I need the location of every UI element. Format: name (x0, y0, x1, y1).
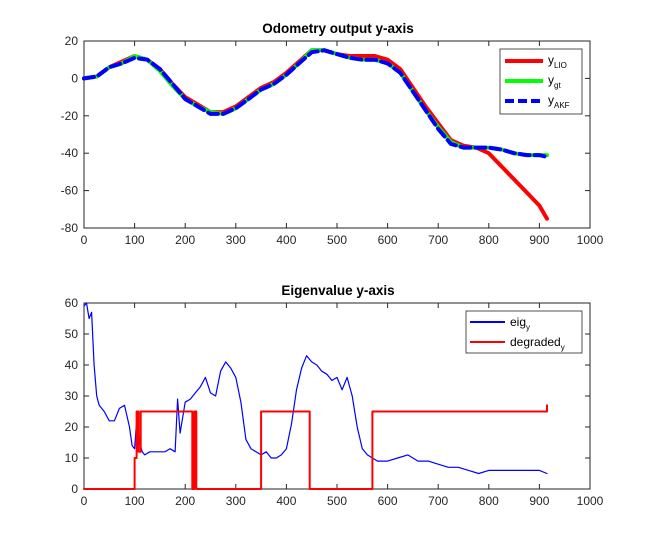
eigenvalue-x-tick-label: 1000 (577, 494, 604, 508)
odometry-x-tick-label: 400 (276, 233, 296, 247)
eigenvalue-x-tick-label: 400 (276, 494, 296, 508)
eigenvalue-axes: Eigenvalue y-axis 0 100 200 300 400 500 600 700… (65, 283, 604, 508)
legend-label-degraded-y: degradedy (510, 335, 565, 352)
odometry-y-tick-label: -60 (61, 184, 79, 198)
eigenvalue-series-group (83, 302, 548, 490)
eigenvalue-legend: eigy degradedy (465, 310, 583, 354)
eigenvalue-x-tick-label: 0 (81, 494, 88, 508)
eigenvalue-x-tick-label: 600 (378, 494, 398, 508)
series-line-degraded-y (83, 404, 548, 490)
odometry-x-tick-label: 100 (125, 233, 145, 247)
odometry-y-tick-label: -40 (61, 146, 79, 160)
eigenvalue-x-tick-label: 200 (175, 494, 195, 508)
eigenvalue-title: Eigenvalue y-axis (281, 283, 394, 298)
legend-label-eig-y: eigy (510, 315, 530, 332)
eigenvalue-x-tick-label: 100 (125, 494, 145, 508)
eigenvalue-y-tick-label: 50 (65, 327, 79, 341)
odometry-y-tick-label: 20 (65, 34, 79, 48)
odometry-series-group (82, 48, 549, 221)
odometry-x-tick-label: 900 (529, 233, 549, 247)
eigenvalue-x-tick-label: 500 (327, 494, 347, 508)
odometry-x-tick-label: 300 (226, 233, 246, 247)
eigenvalue-y-tick-label: 40 (65, 358, 79, 372)
series-line-eig-y (83, 302, 548, 475)
eigenvalue-x-tick-label: 700 (428, 494, 448, 508)
eigenvalue-x-tick-label: 300 (226, 494, 246, 508)
eigenvalue-y-tick-label: 10 (65, 451, 79, 465)
odometry-y-tick-label: -80 (61, 221, 79, 235)
odometry-x-tick-label: 0 (81, 233, 88, 247)
legend-label-y-lio: yLIO (548, 53, 567, 70)
series-line-y-akf (82, 48, 549, 159)
eigenvalue-legend-box (465, 310, 583, 354)
eigenvalue-y-tick-label: 0 (71, 482, 78, 496)
eigenvalue-y-tick-label: 60 (65, 296, 79, 310)
odometry-x-tick-label: 700 (428, 233, 448, 247)
odometry-ticks: 0 100 200 300 400 500 600 700 800 900 1000200-20-4… (61, 34, 604, 247)
odometry-y-tick-label: -20 (61, 109, 79, 123)
odometry-x-tick-label: 800 (479, 233, 499, 247)
odometry-y-tick-label: 0 (71, 71, 78, 85)
odometry-x-tick-label: 1000 (577, 233, 604, 247)
odometry-x-tick-label: 500 (327, 233, 347, 247)
legend-label-y-gt: ygt (548, 73, 561, 90)
eigenvalue-y-tick-label: 30 (65, 389, 79, 403)
odometry-x-tick-label: 200 (175, 233, 195, 247)
odometry-x-tick-label: 600 (378, 233, 398, 247)
eigenvalue-x-tick-label: 800 (479, 494, 499, 508)
eigenvalue-ticks: 0 100 200 300 400 500 600 700 800 900 100060504030… (65, 296, 604, 508)
odometry-legend: yLIO ygt yAKF (499, 48, 583, 115)
eigenvalue-x-tick-label: 900 (529, 494, 549, 508)
odometry-axes: Odometry output y-axis 0 100 200 300 400 500 6… (61, 21, 604, 247)
legend-label-y-akf: yAKF (548, 93, 570, 110)
eigenvalue-y-tick-label: 20 (65, 420, 79, 434)
odometry-title: Odometry output y-axis (262, 21, 414, 36)
